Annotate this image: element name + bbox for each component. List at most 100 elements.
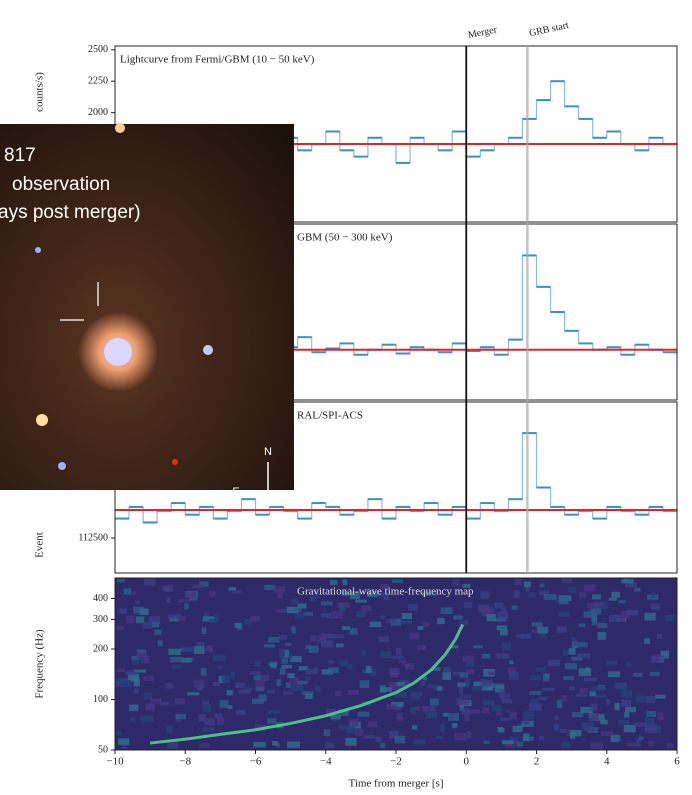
spectrogram-noise bbox=[437, 618, 445, 624]
x-tick-label: −6 bbox=[250, 756, 262, 768]
spectrogram-noise bbox=[117, 579, 125, 582]
spectrogram-noise bbox=[270, 663, 276, 668]
spectrogram-noise bbox=[282, 665, 292, 668]
spectrogram-noise bbox=[488, 672, 496, 675]
spectrogram-noise bbox=[267, 718, 276, 723]
spectrogram-noise bbox=[561, 695, 567, 701]
spectrogram-noise bbox=[645, 718, 655, 724]
spectrogram-noise bbox=[336, 643, 344, 647]
spectrogram-noise bbox=[287, 742, 300, 748]
spectrogram-noise bbox=[378, 637, 388, 642]
spectrogram-noise bbox=[452, 723, 457, 726]
spectrogram-noise bbox=[619, 600, 626, 603]
spectrogram-noise bbox=[655, 695, 665, 699]
spectrogram-noise bbox=[557, 700, 563, 708]
spectrogram-noise bbox=[314, 687, 320, 691]
spectrogram-noise bbox=[165, 683, 173, 688]
spectrogram-noise bbox=[644, 613, 655, 621]
spectrogram-noise bbox=[646, 711, 656, 717]
spectrogram-noise bbox=[560, 729, 567, 733]
spectrogram-noise bbox=[332, 612, 343, 619]
spectrogram-noise bbox=[614, 703, 619, 710]
spectrogram-noise bbox=[455, 733, 466, 740]
y-axis-label: counts/s) bbox=[34, 72, 46, 112]
spectrogram-noise bbox=[194, 646, 204, 654]
spectrogram-noise bbox=[134, 688, 139, 693]
spectrogram-noise bbox=[609, 615, 620, 622]
spectrogram-noise bbox=[482, 654, 490, 659]
spectrogram-noise bbox=[417, 645, 426, 650]
spectrogram-noise bbox=[600, 720, 608, 725]
spectrogram-noise bbox=[268, 637, 279, 643]
spectrogram-noise bbox=[565, 663, 577, 669]
x-tick-label: −8 bbox=[179, 756, 191, 768]
spectrogram-noise bbox=[209, 591, 215, 597]
spectrogram-noise bbox=[202, 705, 211, 713]
spectrogram-noise bbox=[579, 688, 588, 693]
spectrogram-noise bbox=[264, 644, 275, 647]
inset-caption: 817 bbox=[4, 145, 36, 166]
spectrogram-noise bbox=[573, 642, 579, 646]
spectrogram-noise bbox=[402, 613, 412, 619]
spectrogram-noise bbox=[525, 587, 529, 592]
x-tick-label: 6 bbox=[674, 756, 680, 768]
spectrogram-noise bbox=[532, 622, 543, 626]
star bbox=[36, 414, 48, 426]
spectrogram-noise bbox=[235, 623, 242, 628]
spectrogram-noise bbox=[522, 719, 529, 724]
star bbox=[172, 459, 178, 465]
spectrogram-noise bbox=[584, 584, 596, 591]
spectrogram-noise bbox=[634, 588, 640, 592]
spectrogram-noise bbox=[129, 704, 138, 711]
spectrogram-noise bbox=[579, 624, 586, 628]
spectrogram-noise bbox=[524, 581, 531, 587]
spectrogram-noise bbox=[650, 672, 660, 676]
y-tick-label: 2500 bbox=[88, 44, 108, 55]
spectrogram-noise bbox=[645, 724, 657, 731]
spectrogram-noise bbox=[392, 656, 403, 659]
spectrogram-noise bbox=[303, 612, 313, 615]
spectrogram-noise bbox=[397, 682, 405, 686]
spectrogram-noise bbox=[321, 613, 332, 618]
spectrogram-noise bbox=[430, 698, 439, 705]
spectrogram-noise bbox=[569, 687, 575, 691]
spectrogram-noise bbox=[652, 655, 659, 662]
spectrogram-noise bbox=[214, 614, 219, 619]
spectrogram-noise bbox=[364, 735, 375, 738]
spectrogram-noise bbox=[338, 725, 347, 730]
spectrogram-noise bbox=[561, 742, 570, 748]
spectrogram-noise bbox=[465, 679, 470, 687]
star bbox=[115, 123, 125, 133]
spectrogram-noise bbox=[611, 592, 619, 598]
spectrogram-noise bbox=[346, 726, 355, 733]
spectrogram-noise bbox=[410, 707, 416, 714]
spectrogram-noise bbox=[473, 681, 482, 685]
spectrogram-noise bbox=[494, 602, 504, 608]
spectrogram-noise bbox=[176, 714, 186, 719]
spectrogram-noise bbox=[464, 602, 472, 608]
spectrogram-noise bbox=[496, 712, 502, 716]
spectrogram-noise bbox=[141, 716, 153, 722]
spectrogram-noise bbox=[178, 616, 185, 621]
y-tick-label: 100 bbox=[93, 694, 108, 705]
spectrogram-noise bbox=[325, 743, 334, 749]
spectrogram-noise bbox=[441, 607, 453, 614]
spectrogram-noise bbox=[386, 619, 396, 623]
y-tick-label: 112500 bbox=[78, 532, 108, 543]
spectrogram-noise bbox=[236, 683, 245, 688]
spectrogram-noise bbox=[326, 670, 333, 675]
spectrogram-noise bbox=[172, 665, 182, 669]
y-tick-label: 400 bbox=[93, 593, 108, 604]
spectrogram-noise bbox=[576, 693, 588, 696]
spectrogram-noise bbox=[350, 628, 358, 635]
spectrogram-noise bbox=[261, 675, 269, 681]
star bbox=[58, 462, 66, 470]
spectrogram-noise bbox=[529, 691, 541, 695]
spectrogram-noise bbox=[387, 704, 397, 709]
spectrogram-noise bbox=[577, 653, 590, 658]
spectrogram-noise bbox=[539, 736, 544, 740]
spectrogram-noise bbox=[454, 615, 463, 619]
spectrogram-noise bbox=[187, 692, 199, 695]
spectrogram-noise bbox=[514, 590, 520, 598]
spectrogram-noise bbox=[558, 612, 570, 617]
